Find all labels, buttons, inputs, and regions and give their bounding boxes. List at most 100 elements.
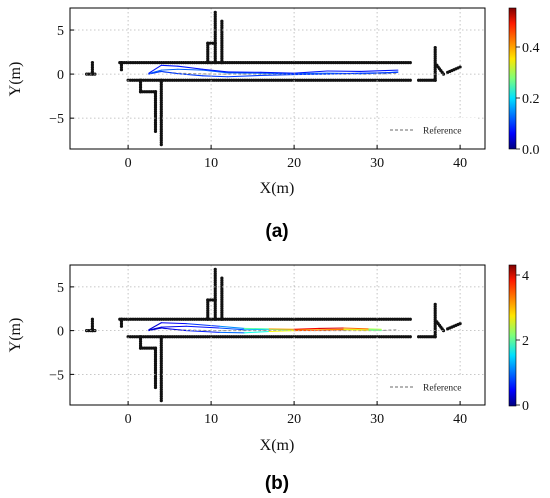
map-point bbox=[311, 317, 316, 321]
map-point bbox=[353, 61, 357, 65]
trajectory-segment bbox=[218, 325, 245, 329]
x-tick-label: 20 bbox=[287, 412, 301, 427]
map-point bbox=[138, 80, 143, 85]
map-point bbox=[159, 107, 163, 111]
map-point bbox=[212, 335, 216, 339]
plot-frame bbox=[69, 264, 486, 406]
map-point bbox=[238, 78, 243, 82]
map-point bbox=[159, 379, 163, 383]
map-point bbox=[369, 61, 373, 65]
x-tick-label: 40 bbox=[453, 412, 467, 427]
map-point bbox=[159, 105, 163, 109]
map-point bbox=[355, 78, 359, 82]
map-point bbox=[346, 335, 351, 339]
map-point bbox=[316, 78, 320, 82]
map-point bbox=[307, 61, 311, 65]
map-point bbox=[252, 61, 256, 65]
map-point bbox=[203, 78, 207, 82]
map-point bbox=[325, 61, 329, 65]
trajectory-segment bbox=[148, 69, 162, 75]
map-point bbox=[298, 335, 302, 339]
map-point bbox=[90, 67, 95, 72]
map-point bbox=[236, 335, 240, 339]
map-point bbox=[159, 140, 163, 144]
map-point bbox=[141, 78, 146, 82]
legend-reference-label: Reference bbox=[423, 383, 462, 394]
map-point bbox=[153, 346, 158, 350]
map-point bbox=[397, 335, 401, 339]
map-point bbox=[159, 337, 163, 341]
map-point bbox=[119, 324, 124, 328]
map-point bbox=[360, 78, 364, 82]
map-point bbox=[138, 85, 143, 89]
map-point bbox=[305, 61, 309, 65]
map-point bbox=[153, 361, 158, 366]
map-point bbox=[90, 317, 95, 321]
map-point bbox=[175, 78, 179, 82]
map-point bbox=[399, 317, 404, 321]
trajectory-segment bbox=[160, 70, 179, 75]
map-point bbox=[157, 78, 161, 82]
map-point bbox=[276, 78, 280, 82]
map-point bbox=[395, 78, 399, 82]
trajectory-segment bbox=[185, 330, 220, 333]
map-point bbox=[285, 61, 289, 65]
map-point bbox=[338, 61, 342, 65]
map-point bbox=[129, 61, 133, 65]
map-point bbox=[159, 78, 163, 82]
map-point bbox=[130, 335, 135, 339]
map-point bbox=[327, 78, 331, 82]
map-point bbox=[149, 61, 153, 65]
map-point bbox=[153, 114, 158, 118]
map-point bbox=[285, 335, 289, 339]
map-point bbox=[347, 317, 351, 321]
map-point bbox=[166, 317, 170, 321]
map-point bbox=[305, 317, 309, 321]
trajectory-segment bbox=[260, 71, 295, 74]
map-point bbox=[258, 335, 262, 339]
map-point bbox=[287, 61, 291, 65]
map-point bbox=[433, 335, 437, 339]
map-point bbox=[186, 78, 190, 82]
map-point bbox=[344, 335, 348, 339]
map-point bbox=[183, 78, 188, 82]
map-point bbox=[247, 335, 251, 339]
map-point bbox=[159, 399, 163, 403]
map-point bbox=[153, 103, 158, 107]
colorbar: 0 2 4 bbox=[508, 264, 529, 414]
map-point bbox=[373, 61, 377, 65]
map-point bbox=[90, 61, 95, 65]
map-point bbox=[138, 87, 143, 92]
map-point bbox=[311, 78, 315, 82]
trajectory-segment bbox=[185, 323, 220, 327]
map-point bbox=[406, 335, 410, 339]
map-point bbox=[159, 383, 163, 387]
map-point bbox=[393, 78, 397, 82]
map-point bbox=[220, 276, 224, 280]
map-point bbox=[269, 78, 274, 82]
map-point bbox=[232, 317, 236, 321]
map-point bbox=[130, 78, 135, 82]
map-point bbox=[241, 317, 245, 321]
map-point bbox=[320, 78, 324, 82]
map-point bbox=[159, 94, 163, 98]
trajectory-segment bbox=[177, 68, 204, 71]
map-point bbox=[298, 317, 302, 321]
map-point bbox=[369, 317, 373, 321]
map-point bbox=[458, 65, 462, 69]
trajectory-segment bbox=[202, 69, 229, 74]
map-point bbox=[217, 317, 221, 321]
map-point bbox=[384, 61, 388, 65]
map-point bbox=[159, 127, 163, 131]
map-point bbox=[160, 61, 164, 65]
map-point bbox=[260, 335, 265, 339]
map-point bbox=[289, 335, 293, 339]
x-tick-label: 20 bbox=[287, 156, 301, 171]
map-point bbox=[124, 61, 129, 65]
map-point bbox=[325, 317, 329, 321]
map-point bbox=[346, 78, 351, 82]
map-point bbox=[259, 61, 263, 65]
map-point bbox=[287, 317, 291, 321]
map-point bbox=[371, 61, 375, 65]
